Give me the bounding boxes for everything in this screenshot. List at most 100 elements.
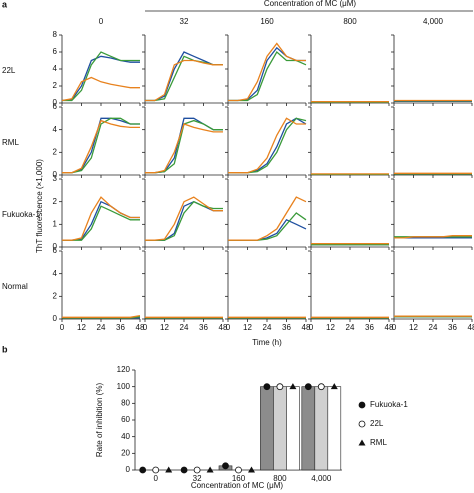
curve <box>61 55 140 102</box>
x-tick-label: 0 <box>309 323 314 332</box>
legend-label: RML <box>370 438 387 447</box>
curve <box>145 51 223 102</box>
axis <box>393 107 472 176</box>
axis <box>227 179 306 248</box>
marker <box>235 466 242 474</box>
marker <box>358 420 366 428</box>
row-label: RML <box>2 138 19 147</box>
marker <box>330 383 338 390</box>
marker <box>152 466 160 474</box>
bar <box>314 386 329 471</box>
row-label: 22L <box>2 66 16 75</box>
y-tick-label: 0 <box>53 314 58 323</box>
y-tick-label: 6 <box>53 246 58 255</box>
column-label: 4,000 <box>423 17 444 26</box>
x-tick-label: 0 <box>153 474 158 483</box>
x-tick-label: 48 <box>219 323 228 332</box>
y-tick-label: 6 <box>53 47 58 56</box>
marker <box>139 466 147 474</box>
curve <box>62 117 140 174</box>
panel-label: b <box>2 344 8 354</box>
y-tick-label: 6 <box>53 102 58 111</box>
y-tick-label: 3 <box>53 174 58 183</box>
y-tick-label: 40 <box>121 432 130 441</box>
bar <box>327 386 342 471</box>
curve <box>61 76 140 102</box>
curve <box>394 235 472 239</box>
y-tick-label: 0 <box>53 242 58 251</box>
marker <box>263 383 271 391</box>
y-tick-label: 0 <box>126 465 131 474</box>
y-tick-label: 2 <box>53 197 58 206</box>
marker <box>180 466 188 474</box>
x-tick-label: 36 <box>116 323 125 332</box>
x-tick-label: 0 <box>60 323 65 332</box>
x-tick-label: 24 <box>429 323 438 332</box>
column-label: 800 <box>343 17 357 26</box>
marker <box>358 439 366 446</box>
x-tick-label: 160 <box>232 474 246 483</box>
y-tick-label: 100 <box>117 382 131 391</box>
x-tick-label: 12 <box>160 323 169 332</box>
x-tick-label: 0 <box>226 323 231 332</box>
curve <box>145 123 223 174</box>
curve <box>62 196 140 241</box>
axis <box>144 251 223 320</box>
y-tick-label: 8 <box>53 30 58 39</box>
y-tick-label: 120 <box>117 365 131 374</box>
x-tick-label: 12 <box>77 323 86 332</box>
y-axis-label: Rate of inhibition (%) <box>95 383 104 458</box>
column-label: 0 <box>99 17 104 26</box>
column-label: 160 <box>260 17 274 26</box>
curve <box>145 119 223 174</box>
x-tick-label: 0 <box>143 323 148 332</box>
y-tick-label: 20 <box>121 448 130 457</box>
y-tick-label: 80 <box>121 398 130 407</box>
row-label: Fukuoka-1 <box>2 210 40 219</box>
x-tick-label: 36 <box>365 323 374 332</box>
y-tick-label: 4 <box>53 269 58 278</box>
curve <box>62 117 140 174</box>
bar <box>301 386 316 471</box>
axis <box>310 179 389 248</box>
x-tick-label: 24 <box>263 323 272 332</box>
axis <box>310 251 389 320</box>
header: Concentration of MC (μM) <box>264 0 357 8</box>
marker <box>165 466 173 473</box>
x-tick-label: 4,000 <box>311 474 332 483</box>
y-tick-label: 2 <box>53 147 58 156</box>
curve <box>228 117 306 174</box>
y-tick-label: 4 <box>53 64 58 73</box>
curve <box>228 42 306 102</box>
x-axis-label: Concentration of MC (μM) <box>191 481 284 490</box>
x-tick-label: 48 <box>468 323 474 332</box>
row-label: Normal <box>2 282 28 291</box>
x-tick-label: 24 <box>180 323 189 332</box>
x-tick-label: 0 <box>392 323 397 332</box>
curve <box>228 117 307 174</box>
curve <box>145 55 223 102</box>
legend-label: 22L <box>370 419 384 428</box>
x-tick-label: 48 <box>385 323 394 332</box>
curve <box>145 59 223 102</box>
marker <box>289 383 297 390</box>
y-tick-label: 0 <box>53 170 58 179</box>
marker <box>276 383 284 391</box>
axis <box>227 251 306 320</box>
axis <box>310 35 389 104</box>
x-tick-label: 36 <box>282 323 291 332</box>
marker <box>248 466 255 473</box>
curve <box>228 218 307 241</box>
curve <box>228 117 307 174</box>
x-tick-label: 36 <box>199 323 208 332</box>
axis <box>393 251 472 320</box>
panel-label: a <box>2 0 8 9</box>
x-tick-label: 800 <box>273 474 287 483</box>
marker <box>206 466 214 473</box>
y-tick-label: 4 <box>53 125 58 134</box>
x-tick-label: 24 <box>346 323 355 332</box>
bar <box>273 386 287 471</box>
x-tick-label: 12 <box>243 323 252 332</box>
column-label: 32 <box>180 17 189 26</box>
curve <box>62 314 141 318</box>
